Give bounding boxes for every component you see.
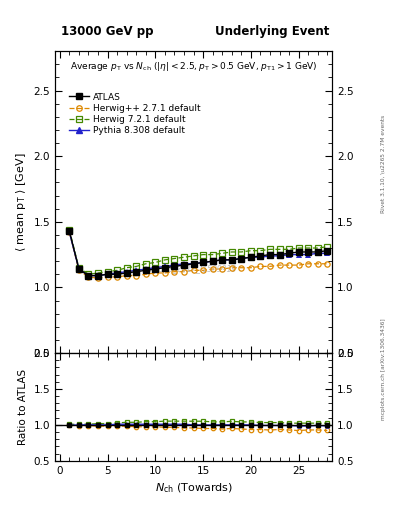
Text: Average $p_\mathsf{T}$ vs $N_\mathsf{ch}$ ($|\eta| < 2.5, p_\mathsf{T} > 0.5$ Ge: Average $p_\mathsf{T}$ vs $N_\mathsf{ch}…	[70, 60, 318, 73]
Text: Rivet 3.1.10, \u2265 2.7M events: Rivet 3.1.10, \u2265 2.7M events	[381, 115, 386, 213]
Y-axis label: $\langle$ mean p$_{\mathsf{T}}$ $\rangle$ [GeV]: $\langle$ mean p$_{\mathsf{T}}$ $\rangle…	[14, 153, 28, 252]
Text: Underlying Event: Underlying Event	[215, 26, 329, 38]
X-axis label: $N_\mathsf{ch}$ (Towards): $N_\mathsf{ch}$ (Towards)	[154, 481, 233, 495]
Y-axis label: Ratio to ATLAS: Ratio to ATLAS	[18, 369, 28, 445]
Text: 13000 GeV pp: 13000 GeV pp	[61, 26, 153, 38]
Text: ATLAS_2017_I1509919: ATLAS_2017_I1509919	[150, 264, 237, 273]
Legend: ATLAS, Herwig++ 2.7.1 default, Herwig 7.2.1 default, Pythia 8.308 default: ATLAS, Herwig++ 2.7.1 default, Herwig 7.…	[65, 89, 204, 139]
Text: mcplots.cern.ch [arXiv:1306.3436]: mcplots.cern.ch [arXiv:1306.3436]	[381, 318, 386, 419]
